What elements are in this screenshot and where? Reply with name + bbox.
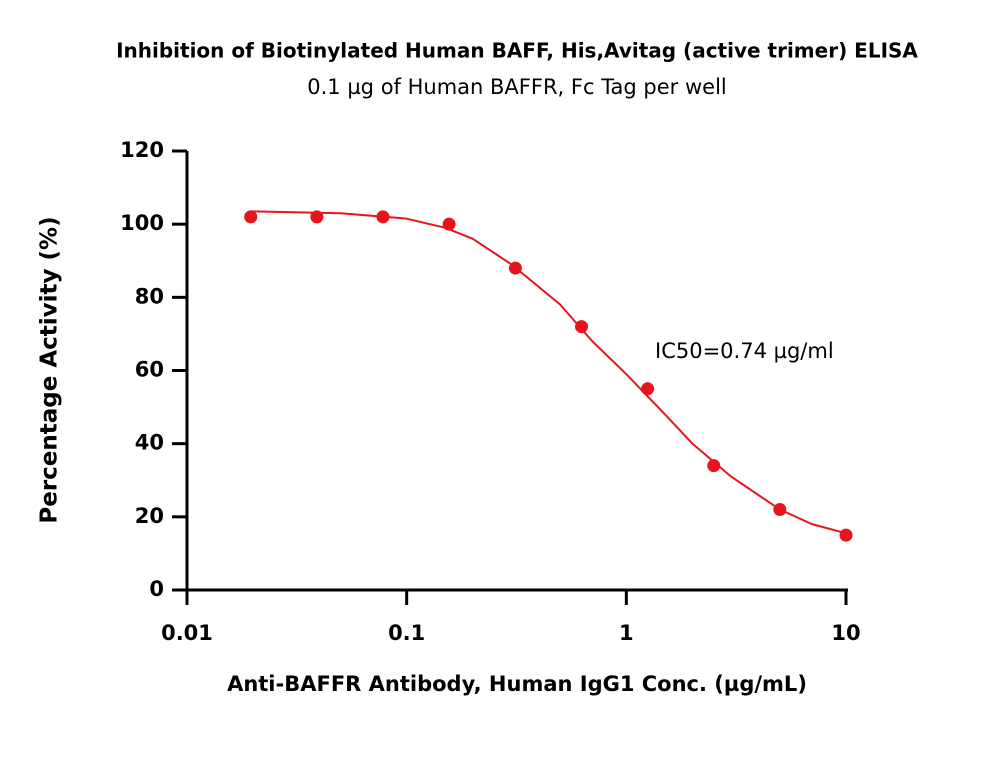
y-tick-label: 80 <box>135 284 164 308</box>
annotation: IC50=0.74 µg/ml <box>655 339 834 363</box>
chart-title: Inhibition of Biotinylated Human BAFF, H… <box>116 39 918 63</box>
x-axis-label: Anti-BAFFR Antibody, Human IgG1 Conc. (µ… <box>227 672 807 696</box>
data-point <box>508 261 522 275</box>
chart-subtitle: 0.1 µg of Human BAFFR, Fc Tag per well <box>307 75 727 99</box>
data-point <box>707 459 721 473</box>
y-tick-label: 120 <box>120 138 164 162</box>
y-tick-label: 0 <box>149 577 164 601</box>
y-tick-label: 40 <box>135 431 164 455</box>
y-tick-label: 100 <box>120 211 164 235</box>
data-point <box>310 210 324 224</box>
data-point <box>442 217 456 231</box>
y-axis-label: Percentage Activity (%) <box>37 216 63 523</box>
y-tick-label: 20 <box>135 504 164 528</box>
x-tick-label: 0.1 <box>388 621 425 645</box>
data-point <box>574 320 588 334</box>
x-tick-label: 1 <box>619 621 634 645</box>
data-point <box>376 210 390 224</box>
data-point <box>839 528 853 542</box>
data-point <box>244 210 258 224</box>
y-tick-label: 60 <box>135 358 164 382</box>
data-point <box>641 382 655 396</box>
x-tick-label: 10 <box>831 621 860 645</box>
data-point <box>773 503 787 517</box>
x-tick-label: 0.01 <box>161 621 213 645</box>
fit-curve <box>250 210 847 535</box>
